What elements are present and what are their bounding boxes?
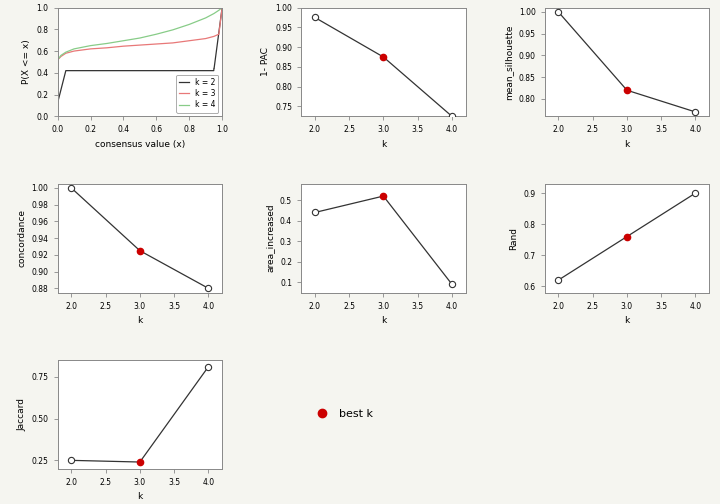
Y-axis label: concordance: concordance bbox=[17, 209, 26, 267]
Y-axis label: mean_silhouette: mean_silhouette bbox=[504, 24, 513, 100]
X-axis label: k: k bbox=[624, 316, 629, 325]
X-axis label: k: k bbox=[381, 316, 386, 325]
X-axis label: k: k bbox=[138, 492, 143, 501]
X-axis label: k: k bbox=[381, 140, 386, 149]
X-axis label: consensus value (x): consensus value (x) bbox=[95, 140, 185, 149]
Y-axis label: P(X <= x): P(X <= x) bbox=[22, 40, 31, 84]
Y-axis label: 1- PAC: 1- PAC bbox=[261, 47, 269, 77]
X-axis label: k: k bbox=[624, 140, 629, 149]
X-axis label: k: k bbox=[138, 316, 143, 325]
Y-axis label: Jaccard: Jaccard bbox=[17, 398, 26, 431]
Legend: k = 2, k = 3, k = 4: k = 2, k = 3, k = 4 bbox=[176, 75, 218, 112]
Legend: best k: best k bbox=[307, 405, 377, 424]
Y-axis label: area_increased: area_increased bbox=[266, 204, 274, 273]
Y-axis label: Rand: Rand bbox=[509, 227, 518, 249]
